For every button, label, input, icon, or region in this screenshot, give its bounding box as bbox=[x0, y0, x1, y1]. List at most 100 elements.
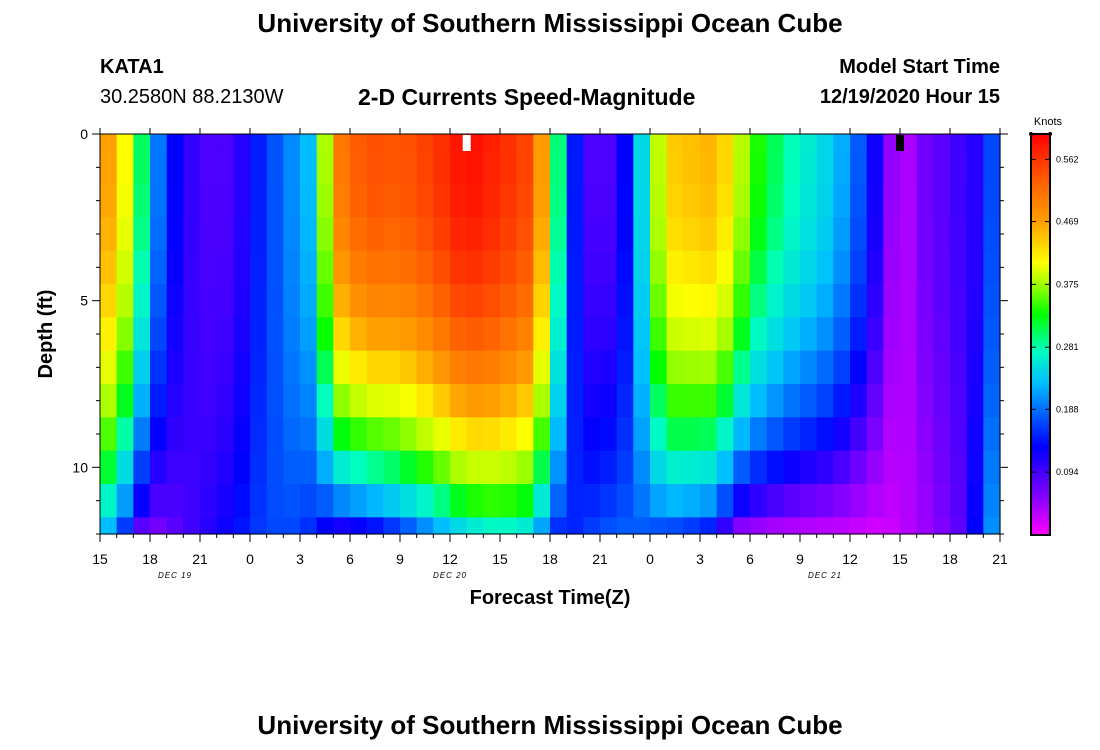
heatmap-cell bbox=[600, 284, 618, 318]
heatmap-cell bbox=[450, 284, 468, 318]
heatmap-cell bbox=[366, 134, 384, 152]
heatmap-cell bbox=[516, 134, 534, 152]
heatmap-cell bbox=[533, 417, 551, 452]
model-start-time: 12/19/2020 Hour 15 bbox=[819, 86, 1000, 108]
heatmap-cell bbox=[283, 384, 301, 418]
heatmap-cell bbox=[250, 150, 268, 185]
heatmap-cell bbox=[300, 250, 318, 285]
heatmap-cell bbox=[716, 450, 734, 485]
heatmap-cell bbox=[700, 184, 718, 218]
heatmap-cell bbox=[200, 150, 218, 185]
heatmap-cell bbox=[466, 250, 484, 285]
heatmap-cell bbox=[850, 350, 868, 385]
heatmap-cell bbox=[816, 217, 834, 252]
heatmap-cell bbox=[900, 150, 918, 185]
heatmap-cell bbox=[483, 317, 501, 352]
heatmap-cell bbox=[433, 384, 451, 418]
heatmap-cell bbox=[883, 417, 901, 452]
heatmap-cell bbox=[950, 150, 968, 185]
heatmap-cell bbox=[950, 317, 968, 352]
heatmap-cell bbox=[716, 417, 734, 452]
y-tick-label: 5 bbox=[80, 293, 88, 309]
heatmap-cell bbox=[633, 484, 651, 518]
heatmap-cell bbox=[900, 450, 918, 485]
heatmap-cell bbox=[900, 417, 918, 452]
heatmap-cell bbox=[966, 150, 984, 185]
heatmap-cell bbox=[500, 517, 518, 535]
heatmap-cell bbox=[583, 250, 601, 285]
heatmap-cell bbox=[883, 217, 901, 252]
heatmap-cell bbox=[400, 134, 418, 152]
heatmap-cell bbox=[650, 134, 668, 152]
heatmap-cell bbox=[100, 184, 118, 218]
heatmap-cell bbox=[633, 450, 651, 485]
heatmap-cell bbox=[500, 350, 518, 385]
heatmap-cell bbox=[416, 150, 434, 185]
heatmap-cell bbox=[183, 217, 201, 252]
heatmap-cell bbox=[966, 217, 984, 252]
heatmap-cell bbox=[316, 284, 334, 318]
heatmap-cell bbox=[850, 134, 868, 152]
colorbar-corner bbox=[1029, 132, 1033, 136]
heatmap-cell bbox=[766, 317, 784, 352]
heatmap-cell bbox=[550, 450, 568, 485]
heatmap-cell bbox=[833, 417, 851, 452]
heatmap-cell bbox=[150, 484, 168, 518]
heatmap-cell bbox=[300, 450, 318, 485]
heatmap-cell bbox=[216, 184, 234, 218]
heatmap-cell bbox=[216, 350, 234, 385]
heatmap-cell bbox=[200, 384, 218, 418]
heatmap-cell bbox=[700, 317, 718, 352]
heatmap-cell bbox=[983, 284, 1001, 318]
heatmap-cell bbox=[116, 384, 134, 418]
heatmap-cell bbox=[916, 134, 934, 152]
heatmap-cell bbox=[416, 417, 434, 452]
colorbar-corner bbox=[1048, 132, 1052, 136]
heatmap-cell bbox=[183, 417, 201, 452]
heatmap-cell bbox=[933, 384, 951, 418]
heatmap-cell bbox=[633, 134, 651, 152]
heatmap-cell bbox=[100, 517, 118, 535]
heatmap-cell bbox=[833, 250, 851, 285]
x-tick-label: 0 bbox=[646, 551, 654, 567]
heatmap-cell bbox=[700, 417, 718, 452]
heatmap-cell bbox=[116, 417, 134, 452]
heatmap-cell bbox=[866, 134, 884, 152]
heatmap-cell bbox=[400, 150, 418, 185]
heatmap-cell bbox=[550, 317, 568, 352]
heatmap-cell bbox=[316, 250, 334, 285]
heatmap-cell bbox=[983, 350, 1001, 385]
heatmap-cell bbox=[333, 417, 351, 452]
heatmap-cell bbox=[366, 150, 384, 185]
heatmap-cell bbox=[316, 384, 334, 418]
x-tick-label: 15 bbox=[892, 551, 908, 567]
heatmap-cell bbox=[833, 450, 851, 485]
heatmap-cell bbox=[433, 150, 451, 185]
heatmap-cell bbox=[450, 417, 468, 452]
heatmap-cell bbox=[916, 250, 934, 285]
heatmap-cell bbox=[866, 217, 884, 252]
heatmap-cell bbox=[283, 217, 301, 252]
colorbar-tick-label: 0.562 bbox=[1056, 154, 1079, 164]
heatmap-cell bbox=[183, 150, 201, 185]
heatmap-cell bbox=[500, 384, 518, 418]
heatmap-cell bbox=[816, 384, 834, 418]
heatmap-cell bbox=[233, 184, 251, 218]
heatmap-cell bbox=[216, 250, 234, 285]
heatmap-cell bbox=[600, 450, 618, 485]
heatmap-cell bbox=[783, 184, 801, 218]
heatmap-cell bbox=[950, 417, 968, 452]
heatmap-cell bbox=[283, 350, 301, 385]
heatmap-cell bbox=[900, 184, 918, 218]
heatmap-cell bbox=[300, 484, 318, 518]
x-tick-label: 9 bbox=[796, 551, 804, 567]
heatmap-cell bbox=[333, 450, 351, 485]
heatmap-cell bbox=[600, 417, 618, 452]
heatmap-cell bbox=[700, 384, 718, 418]
heatmap-cell bbox=[400, 250, 418, 285]
heatmap-cell bbox=[400, 517, 418, 535]
heatmap-cell bbox=[533, 450, 551, 485]
y-tick-label: 0 bbox=[80, 126, 88, 142]
heatmap-cell bbox=[283, 484, 301, 518]
heatmap-cell bbox=[633, 217, 651, 252]
